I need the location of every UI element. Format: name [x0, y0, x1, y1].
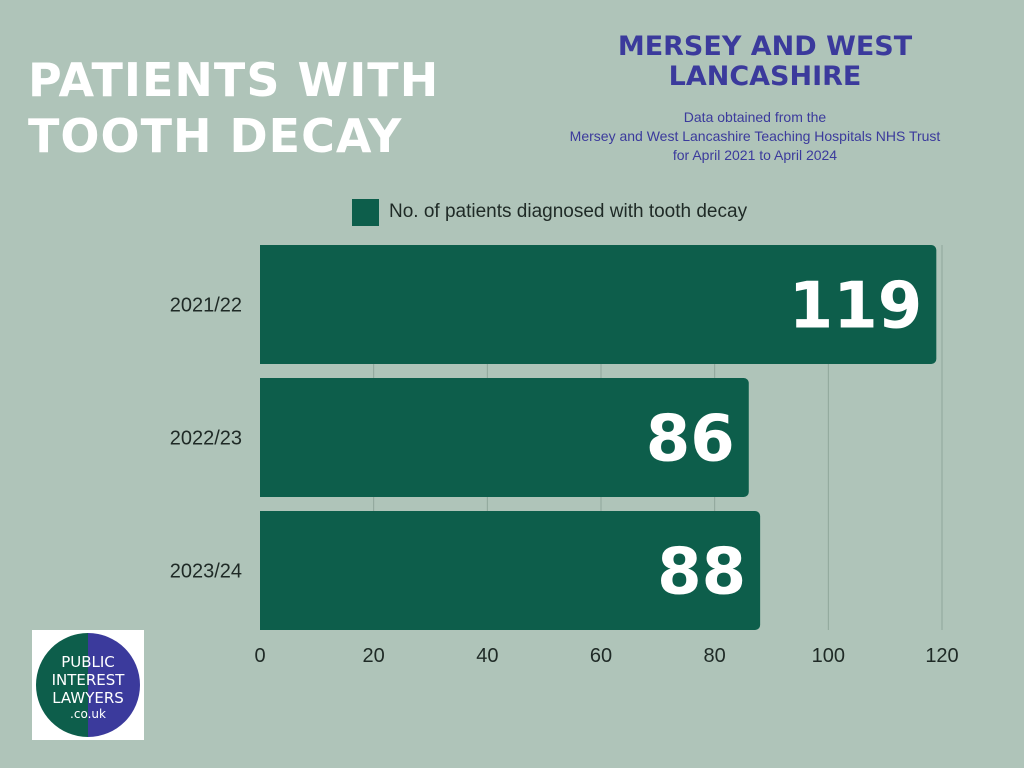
chart-legend: No. of patients diagnosed with tooth dec… [352, 198, 747, 226]
x-tick-label: 60 [590, 645, 612, 667]
source-note-line-3: for April 2021 to April 2024 [672, 147, 838, 163]
legend-label: No. of patients diagnosed with tooth dec… [389, 201, 748, 222]
logo-line-4: .co.uk [70, 707, 106, 721]
y-category-label: 2022/23 [170, 428, 242, 450]
bar [260, 245, 937, 364]
y-category-label: 2021/22 [170, 295, 242, 317]
source-note: Data obtained from the Mersey and West L… [500, 108, 1010, 165]
page-title-line-2: TOOTH DECAY [28, 109, 403, 163]
x-tick-label: 0 [254, 645, 265, 667]
logo-line-2: INTEREST [51, 671, 125, 689]
bar [260, 511, 761, 630]
x-tick-label: 80 [704, 645, 726, 667]
bar-left-edge [260, 511, 268, 630]
bar-left-edge [260, 245, 268, 364]
x-tick-label: 120 [925, 645, 958, 667]
x-tick-label: 20 [363, 645, 385, 667]
logo-circle: PUBLIC INTEREST LAWYERS .co.uk [36, 633, 140, 737]
data-label: 119 [789, 270, 923, 344]
bar-left-edge [260, 378, 268, 497]
data-label: 88 [657, 536, 746, 610]
logo-line-3: LAWYERS [52, 689, 124, 707]
legend-swatch [352, 198, 379, 226]
region-title-line-1: MERSEY AND WEST [617, 31, 913, 62]
x-tick-label: 40 [476, 645, 498, 667]
x-tick-label: 100 [812, 645, 845, 667]
bar [260, 378, 749, 497]
source-note-line-2: Mersey and West Lancashire Teaching Hosp… [569, 128, 941, 144]
data-label: 86 [646, 403, 735, 477]
logo: PUBLIC INTEREST LAWYERS .co.uk [32, 630, 144, 740]
logo-line-1: PUBLIC [61, 653, 115, 671]
logo-text: PUBLIC INTEREST LAWYERS .co.uk [36, 653, 140, 721]
region-title: MERSEY AND WEST LANCASHIRE [540, 32, 990, 92]
y-category-label: 2023/24 [170, 561, 242, 583]
region-title-line-2: LANCASHIRE [668, 61, 862, 92]
source-note-line-1: Data obtained from the [683, 109, 827, 125]
page-title: PATIENTS WITH TOOTH DECAY [28, 52, 488, 164]
page-title-line-1: PATIENTS WITH [28, 53, 440, 107]
